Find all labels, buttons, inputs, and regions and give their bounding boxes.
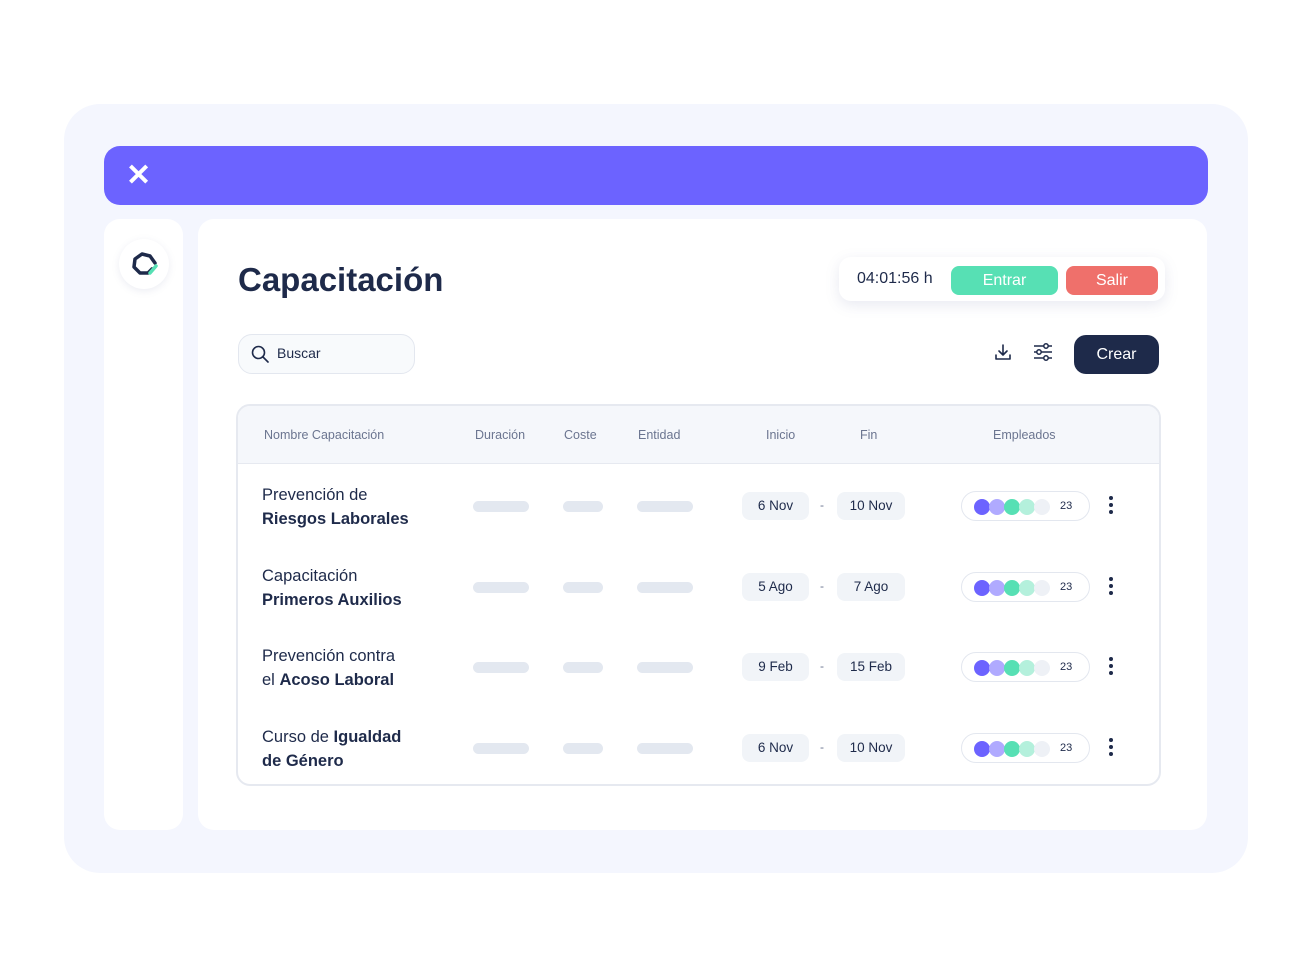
- entity-placeholder: [637, 742, 693, 754]
- employee-avatar: [989, 579, 1005, 596]
- end-date: 10 Nov: [837, 492, 905, 520]
- top-bar: ✕: [104, 146, 1208, 205]
- employees-chip[interactable]: 23: [961, 491, 1090, 521]
- employee-avatar: [1034, 660, 1050, 676]
- employee-avatar: [1004, 499, 1020, 515]
- entity-placeholder: [637, 581, 693, 593]
- more-options-icon[interactable]: [1104, 654, 1118, 680]
- employee-avatar: [1034, 740, 1050, 757]
- end-date: 10 Nov: [837, 733, 905, 762]
- main-panel: Capacitación 04:01:56 h Entrar Salir Cre…: [198, 219, 1207, 830]
- table-row[interactable]: Prevención contra el Acoso Laboral 9 Feb …: [238, 626, 1159, 706]
- employee-avatar: [989, 660, 1005, 676]
- employee-avatar: [989, 499, 1005, 515]
- duration-placeholder: [473, 662, 529, 673]
- training-name[interactable]: Curso de Igualdad de Género: [262, 727, 402, 770]
- date-separator: -: [820, 739, 824, 754]
- employee-count: 23: [1060, 741, 1073, 754]
- table-header: Nombre Capacitación Duración Coste Entid…: [238, 406, 1159, 464]
- header-start[interactable]: Inicio: [766, 428, 796, 442]
- table-row[interactable]: Capacitación Primeros Auxilios 5 Ago - 7 …: [238, 546, 1159, 626]
- end-date: 7 Ago: [837, 572, 905, 601]
- cost-placeholder: [563, 742, 603, 754]
- header-end[interactable]: Fin: [860, 428, 878, 442]
- employee-avatar: [1019, 499, 1035, 515]
- cost-placeholder: [563, 662, 603, 673]
- download-icon[interactable]: [994, 343, 1012, 361]
- date-separator: -: [820, 578, 824, 593]
- search-box[interactable]: [238, 334, 415, 374]
- employee-avatar: [974, 579, 990, 596]
- header-cost[interactable]: Coste: [564, 428, 597, 442]
- enter-button[interactable]: Entrar: [951, 266, 1058, 295]
- more-options-icon[interactable]: [1104, 574, 1118, 600]
- employee-avatar: [1034, 579, 1050, 596]
- cost-placeholder: [563, 501, 603, 512]
- more-options-icon[interactable]: [1104, 493, 1118, 519]
- page-title: Capacitación: [238, 261, 444, 298]
- start-date: 9 Feb: [742, 653, 809, 681]
- employee-avatar: [1019, 660, 1035, 676]
- employee-count: 23: [1060, 500, 1073, 512]
- duration-placeholder: [473, 742, 529, 754]
- close-icon[interactable]: ✕: [126, 159, 152, 192]
- start-date: 6 Nov: [742, 492, 809, 520]
- start-date: 6 Nov: [742, 733, 809, 762]
- entity-placeholder: [637, 662, 693, 673]
- clock-time: 04:01:56 h: [857, 270, 933, 287]
- search-icon: [251, 345, 269, 363]
- search-input[interactable]: [277, 345, 407, 361]
- header-name[interactable]: Nombre Capacitación: [264, 428, 385, 442]
- employee-avatar: [1004, 740, 1020, 757]
- training-name[interactable]: Capacitación Primeros Auxilios: [262, 566, 402, 609]
- employee-avatar: [989, 740, 1005, 757]
- employee-count: 23: [1060, 580, 1073, 593]
- employee-avatar: [1004, 579, 1020, 596]
- date-separator: -: [820, 659, 824, 673]
- exit-button[interactable]: Salir: [1066, 266, 1158, 295]
- employee-avatar: [1019, 579, 1035, 596]
- employees-chip[interactable]: 23: [961, 652, 1090, 682]
- trainings-table: Nombre Capacitación Duración Coste Entid…: [236, 404, 1161, 786]
- employee-avatar: [1034, 499, 1050, 515]
- logo[interactable]: [119, 239, 169, 289]
- employee-avatar: [974, 660, 990, 676]
- employees-chip[interactable]: 23: [961, 732, 1090, 763]
- duration-placeholder: [473, 581, 529, 593]
- employees-chip[interactable]: 23: [961, 571, 1090, 602]
- date-separator: -: [820, 498, 824, 512]
- duration-placeholder: [473, 501, 529, 512]
- employee-count: 23: [1060, 661, 1073, 673]
- sidebar: [104, 219, 183, 830]
- employee-avatar: [1019, 740, 1035, 757]
- cost-placeholder: [563, 581, 603, 593]
- sliders-icon[interactable]: [1033, 343, 1053, 361]
- employee-avatar: [974, 740, 990, 757]
- employee-avatar: [1004, 660, 1020, 676]
- header-entity[interactable]: Entidad: [638, 428, 681, 442]
- header-employees[interactable]: Empleados: [993, 428, 1056, 442]
- end-date: 15 Feb: [837, 653, 905, 681]
- entity-placeholder: [637, 501, 693, 512]
- training-name[interactable]: Prevención contra el Acoso Laboral: [262, 647, 395, 689]
- table-row[interactable]: Curso de Igualdad de Género 6 Nov - 10 No…: [238, 707, 1159, 785]
- create-button[interactable]: Crear: [1074, 335, 1159, 374]
- start-date: 5 Ago: [742, 572, 809, 601]
- logo-icon: [132, 252, 158, 275]
- table-row[interactable]: Prevención de Riesgos Laborales 6 Nov - 1…: [238, 465, 1159, 545]
- training-name[interactable]: Prevención de Riesgos Laborales: [262, 486, 409, 528]
- time-clock: 04:01:56 h Entrar Salir: [839, 257, 1165, 301]
- more-options-icon[interactable]: [1104, 735, 1118, 761]
- header-duration[interactable]: Duración: [475, 428, 526, 442]
- employee-avatar: [974, 499, 990, 515]
